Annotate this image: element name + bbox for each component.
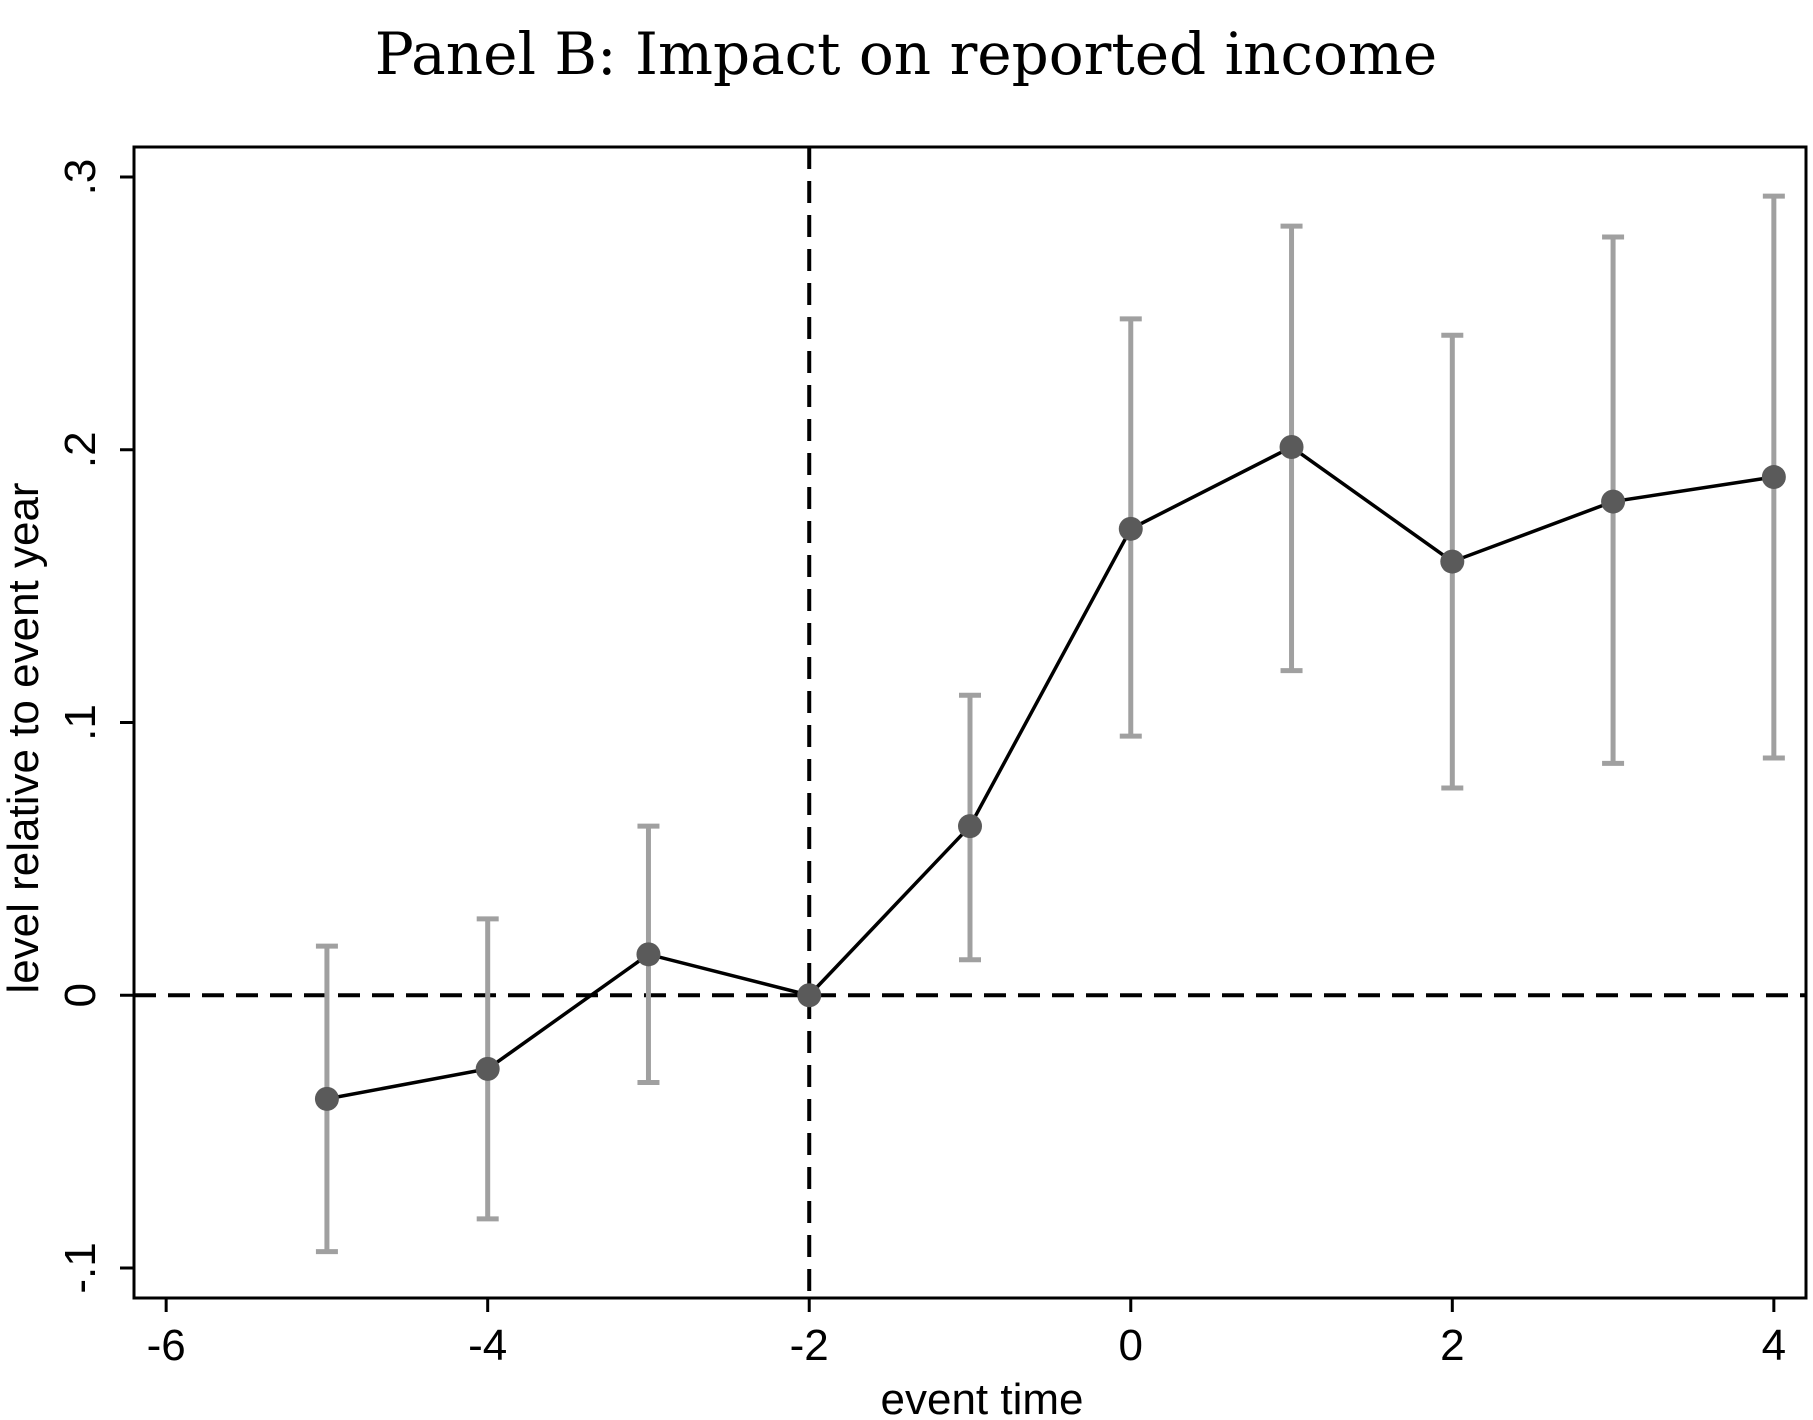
- x-tick-label: -2: [790, 1321, 829, 1370]
- y-tick-label: -.1: [56, 1242, 105, 1293]
- x-tick-label: 4: [1762, 1321, 1786, 1370]
- y-tick-label: .2: [56, 431, 105, 468]
- x-tick-label: 0: [1119, 1321, 1143, 1370]
- data-point: [475, 1056, 500, 1081]
- data-point: [1761, 465, 1786, 490]
- x-axis-label: event time: [881, 1375, 1084, 1420]
- y-tick-label: 0: [56, 983, 105, 1007]
- plot-area: -6 -4 -2 0 2 4 -.1 0 .1 .2 .3: [56, 145, 1808, 1370]
- data-point: [314, 1086, 339, 1111]
- data-point: [958, 814, 982, 839]
- y-tick-label: .3: [56, 159, 105, 196]
- data-point: [1601, 489, 1626, 514]
- x-tick-label: -4: [468, 1321, 507, 1370]
- series-line: [326, 444, 1775, 1101]
- data-point: [1440, 549, 1465, 574]
- data-point: [1118, 516, 1143, 541]
- data-point: [636, 942, 661, 967]
- y-axis-label: level relative to event year: [0, 482, 48, 993]
- y-tick-label: .1: [56, 704, 105, 741]
- chart-title: Panel B: Impact on reported income: [375, 20, 1437, 88]
- data-point: [1279, 435, 1304, 460]
- data-point: [797, 983, 822, 1008]
- x-tick-label: -6: [147, 1321, 186, 1370]
- x-tick-label: 2: [1440, 1321, 1464, 1370]
